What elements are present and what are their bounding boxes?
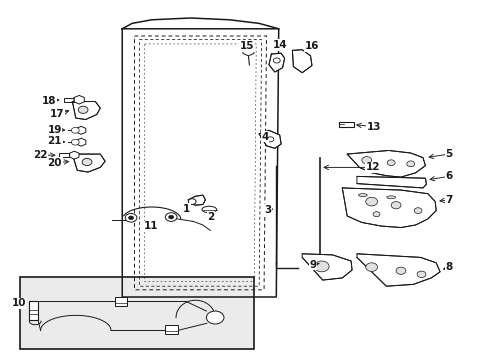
- Text: 3: 3: [264, 204, 271, 215]
- Text: 12: 12: [365, 162, 379, 172]
- Circle shape: [82, 158, 92, 166]
- Ellipse shape: [202, 206, 216, 213]
- Circle shape: [128, 216, 133, 220]
- Text: 18: 18: [41, 96, 56, 106]
- Text: 13: 13: [366, 122, 381, 132]
- Polygon shape: [72, 154, 105, 172]
- Text: 14: 14: [272, 40, 287, 50]
- Text: 15: 15: [239, 41, 254, 51]
- Circle shape: [71, 139, 79, 145]
- Polygon shape: [342, 188, 435, 228]
- Circle shape: [361, 157, 371, 164]
- Bar: [63, 98, 74, 102]
- Polygon shape: [72, 102, 100, 120]
- Text: 2: 2: [207, 212, 214, 222]
- Ellipse shape: [386, 196, 395, 199]
- Bar: [165, 325, 177, 334]
- Bar: [59, 153, 69, 157]
- Text: 11: 11: [143, 221, 158, 231]
- Circle shape: [416, 271, 425, 278]
- Polygon shape: [188, 195, 205, 205]
- Text: 16: 16: [304, 41, 319, 51]
- Polygon shape: [346, 150, 425, 177]
- Bar: [29, 301, 38, 320]
- Text: 5: 5: [445, 149, 451, 159]
- Circle shape: [266, 137, 273, 142]
- Text: 7: 7: [444, 195, 452, 205]
- Circle shape: [372, 212, 379, 217]
- Bar: [115, 297, 127, 306]
- Circle shape: [206, 311, 224, 324]
- Bar: [20, 277, 254, 349]
- Polygon shape: [259, 130, 281, 148]
- Text: 20: 20: [47, 158, 62, 168]
- Polygon shape: [268, 53, 284, 72]
- Ellipse shape: [358, 194, 366, 197]
- Bar: [338, 122, 353, 127]
- Circle shape: [188, 199, 196, 204]
- Text: 22: 22: [33, 150, 47, 160]
- Circle shape: [365, 263, 377, 271]
- Circle shape: [273, 58, 280, 63]
- Polygon shape: [302, 254, 351, 280]
- Text: 6: 6: [445, 171, 451, 181]
- Polygon shape: [356, 254, 439, 286]
- Circle shape: [406, 161, 414, 167]
- Text: 10: 10: [11, 298, 26, 308]
- Text: 17: 17: [50, 109, 64, 119]
- Circle shape: [71, 127, 79, 133]
- Text: 21: 21: [47, 136, 62, 147]
- Circle shape: [365, 197, 377, 206]
- Polygon shape: [292, 50, 311, 73]
- Circle shape: [395, 267, 405, 274]
- Text: 1: 1: [183, 204, 190, 214]
- Text: 9: 9: [309, 260, 316, 270]
- Circle shape: [413, 208, 421, 213]
- Circle shape: [386, 160, 394, 166]
- Text: 8: 8: [445, 262, 451, 272]
- Circle shape: [390, 202, 400, 209]
- Circle shape: [314, 261, 328, 272]
- Circle shape: [165, 213, 177, 221]
- Text: 19: 19: [47, 125, 62, 135]
- Polygon shape: [356, 176, 426, 188]
- Circle shape: [168, 215, 173, 219]
- Circle shape: [78, 106, 88, 113]
- Text: 4: 4: [261, 132, 268, 142]
- Circle shape: [125, 213, 137, 222]
